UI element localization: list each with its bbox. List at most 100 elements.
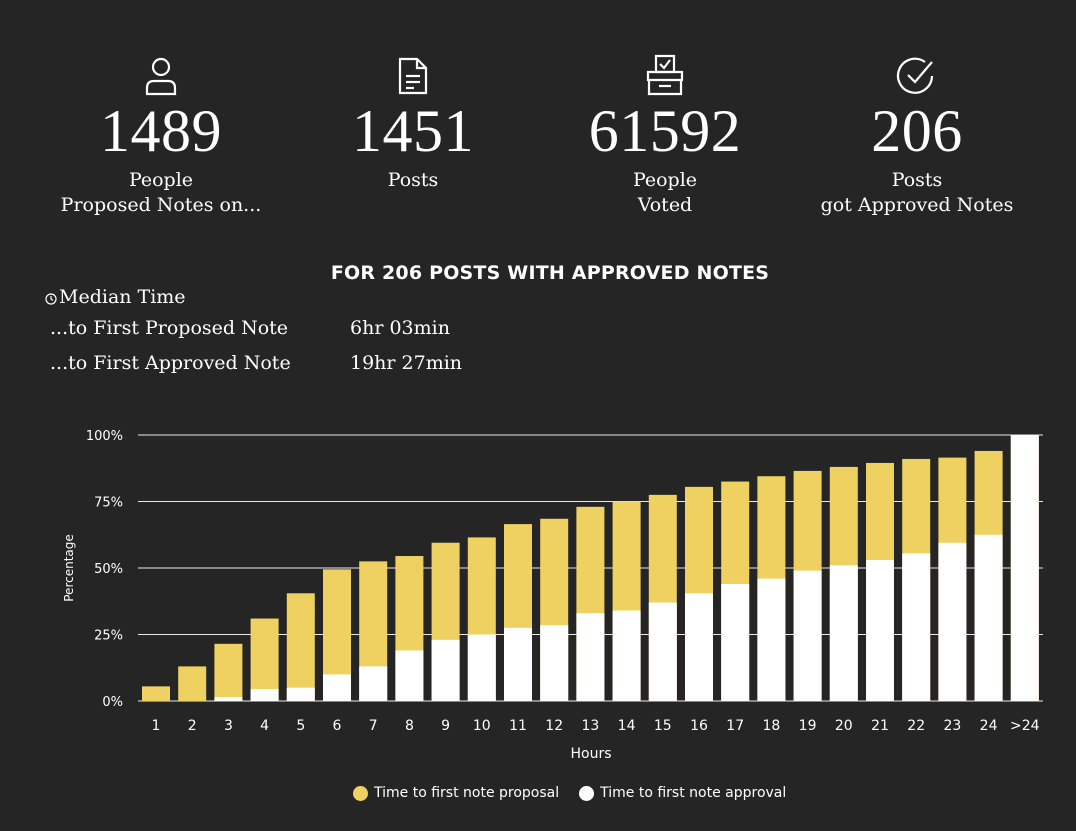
x-tick-label: 15 [654, 718, 672, 734]
x-tick-label: >24 [1010, 718, 1040, 734]
bar-approval [721, 583, 750, 701]
y-tick-label: 0% [102, 695, 123, 710]
bar-approval [540, 625, 569, 701]
bar-proposal [214, 643, 243, 701]
median-row-value: 19hr 27min [350, 352, 463, 374]
document-icon [293, 50, 533, 96]
legend-item-approval: Time to first note approval [579, 785, 786, 801]
stat-value: 61592 [588, 98, 742, 164]
stat-value: 206 [871, 98, 963, 164]
stat-label-line: Posts [891, 169, 943, 191]
x-tick-label: 11 [509, 718, 527, 734]
bar-approval [612, 610, 641, 701]
x-tick-label: 17 [726, 718, 744, 734]
y-tick-label: 50% [94, 562, 123, 577]
bar-proposal [142, 686, 170, 701]
stat-label: People Proposed Notes on... [41, 168, 281, 218]
x-tick-label: 10 [473, 718, 491, 734]
x-tick-label: 4 [260, 718, 269, 734]
x-tick-label: 6 [333, 718, 342, 734]
bar-approval [250, 689, 279, 701]
bar-approval [648, 602, 677, 701]
x-tick-label: 3 [224, 718, 233, 734]
stat-value: 1451 [352, 98, 474, 164]
x-tick-label: 14 [618, 718, 636, 734]
bar-approval [214, 697, 243, 701]
bar-approval [359, 666, 388, 701]
x-tick-label: 18 [762, 718, 780, 734]
stat-label-line: Posts [387, 169, 439, 191]
stat-people-proposed: 1489 People Proposed Notes on... [41, 50, 281, 218]
median-row-label: ...to First Proposed Note [50, 317, 289, 339]
stat-label-line: Proposed Notes on... [60, 194, 262, 216]
y-tick-label: 100% [86, 429, 123, 444]
legend-label: Time to first note approval [600, 785, 787, 801]
x-tick-label: 8 [405, 718, 414, 734]
x-tick-label: 9 [441, 718, 450, 734]
stat-label: Posts [293, 168, 533, 193]
bar-approval [323, 674, 351, 701]
x-tick-label: 19 [799, 718, 817, 734]
bar-proposal [250, 618, 279, 701]
stat-label-line: Voted [637, 194, 693, 216]
bar-approval [757, 578, 786, 701]
median-row-approved: ...to First Approved Note 19hr 27min [50, 352, 550, 374]
legend-swatch-proposal [353, 785, 368, 801]
bar-approval [431, 639, 460, 701]
stat-label-line: People [128, 169, 194, 191]
stat-label-line: got Approved Notes [820, 194, 1014, 216]
x-tick-label: 22 [907, 718, 925, 734]
x-tick-label: 23 [943, 718, 961, 734]
section-title: FOR 206 POSTS WITH APPROVED NOTES [330, 262, 770, 284]
median-row-proposed: ...to First Proposed Note 6hr 03min [50, 317, 550, 339]
bar-approval [395, 650, 424, 701]
bar-approval [576, 613, 605, 701]
median-heading-text: Median Time [59, 286, 186, 308]
x-tick-label: 2 [188, 718, 197, 734]
bar-proposal [286, 593, 315, 701]
bar-approval [1010, 435, 1039, 701]
median-row-label: ...to First Approved Note [50, 352, 291, 374]
bar-approval [938, 542, 967, 701]
x-tick-label: 20 [835, 718, 853, 734]
stat-label: Posts got Approved Notes [797, 168, 1037, 218]
stat-value: 1489 [100, 98, 222, 164]
check-circle-icon [797, 50, 1037, 96]
legend: Time to first note proposal Time to firs… [353, 785, 806, 801]
y-tick-label: 75% [94, 496, 123, 511]
median-heading: Median Time [45, 286, 186, 308]
stat-posts: 1451 Posts [293, 50, 533, 193]
x-tick-label: 24 [980, 718, 998, 734]
median-row-value: 6hr 03min [350, 317, 450, 339]
legend-label: Time to first note proposal [374, 785, 560, 801]
y-axis-label: Percentage [62, 534, 76, 602]
x-tick-label: 21 [871, 718, 889, 734]
x-tick-label: 16 [690, 718, 708, 734]
bar-proposal [178, 666, 207, 701]
bar-approval [902, 553, 931, 701]
bar-approval [793, 570, 822, 701]
x-tick-label: 7 [369, 718, 378, 734]
bar-approval [286, 687, 315, 701]
bar-approval [685, 593, 713, 701]
stat-label-line: People [632, 169, 698, 191]
stat-label: People Voted [545, 168, 785, 218]
x-tick-label: 5 [296, 718, 305, 734]
clock-icon [45, 292, 57, 305]
bar-approval [829, 565, 858, 701]
stat-people-voted: 61592 People Voted [545, 50, 785, 218]
x-tick-label: 1 [152, 718, 161, 734]
legend-item-proposal: Time to first note proposal [353, 785, 559, 801]
x-tick-label: 13 [581, 718, 599, 734]
stat-posts-approved: 206 Posts got Approved Notes [797, 50, 1037, 218]
person-icon [41, 50, 281, 96]
x-axis-label: Hours [570, 746, 611, 762]
y-tick-label: 25% [94, 629, 123, 644]
bar-approval [866, 560, 894, 701]
x-tick-label: 12 [545, 718, 563, 734]
bar-approval [974, 534, 1003, 701]
ballot-box-icon [545, 50, 785, 96]
legend-swatch-approval [579, 785, 595, 801]
bar-approval [467, 634, 496, 701]
